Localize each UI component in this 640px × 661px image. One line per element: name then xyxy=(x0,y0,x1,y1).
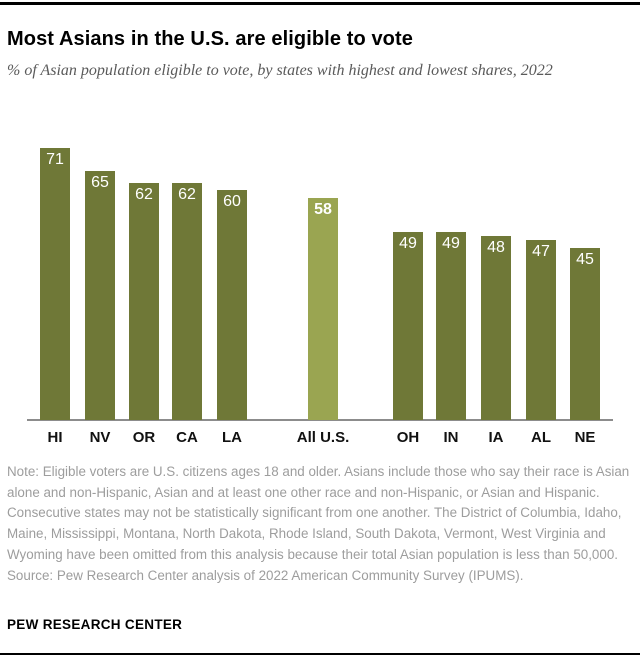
brand-label: PEW RESEARCH CENTER xyxy=(7,617,183,632)
top-rule xyxy=(0,2,640,5)
bar-value-label: 60 xyxy=(223,193,241,210)
bar-hi: 71 xyxy=(40,148,70,420)
bar-all-u-s-: 58 xyxy=(308,198,338,420)
bar-or: 62 xyxy=(129,183,159,420)
x-tick-label: All U.S. xyxy=(296,429,350,446)
x-tick-label: IN xyxy=(443,429,459,446)
chart-subtitle: % of Asian population eligible to vote, … xyxy=(7,62,553,79)
bar-in: 49 xyxy=(436,232,466,420)
x-tick-label: HI xyxy=(47,429,63,446)
x-axis-line xyxy=(27,419,613,421)
x-tick-label: IA xyxy=(488,429,504,446)
bar-value-label: 47 xyxy=(532,243,550,260)
chart-title: Most Asians in the U.S. are eligible to … xyxy=(7,28,413,50)
bar-value-label: 71 xyxy=(46,151,64,168)
bar-value-label: 48 xyxy=(487,239,505,256)
bar-oh: 49 xyxy=(393,232,423,420)
x-tick-label: OH xyxy=(396,429,420,446)
x-tick-label: NE xyxy=(574,429,596,446)
bar-value-label: 62 xyxy=(178,186,196,203)
bar-ia: 48 xyxy=(481,236,511,420)
bar-value-label: 65 xyxy=(91,174,109,191)
footnotes: Note: Eligible voters are U.S. citizens … xyxy=(7,462,635,586)
bar-value-label: 49 xyxy=(442,235,460,252)
bar-nv: 65 xyxy=(85,171,115,420)
bar-ca: 62 xyxy=(172,183,202,420)
bar-la: 60 xyxy=(217,190,247,420)
bottom-rule xyxy=(0,653,640,655)
x-tick-label: CA xyxy=(176,429,198,446)
x-tick-label: OR xyxy=(132,429,156,446)
x-tick-label: LA xyxy=(222,429,242,446)
bar-value-label: 49 xyxy=(399,235,417,252)
bar-value-label: 62 xyxy=(135,186,153,203)
x-tick-label: AL xyxy=(531,429,551,446)
x-tick-label: NV xyxy=(89,429,111,446)
bar-al: 47 xyxy=(526,240,556,420)
note-text: Note: Eligible voters are U.S. citizens … xyxy=(7,464,630,562)
bar-value-label: 58 xyxy=(314,201,332,218)
source-text: Source: Pew Research Center analysis of … xyxy=(7,567,524,583)
bar-ne: 45 xyxy=(570,248,600,420)
bar-value-label: 45 xyxy=(576,251,594,268)
